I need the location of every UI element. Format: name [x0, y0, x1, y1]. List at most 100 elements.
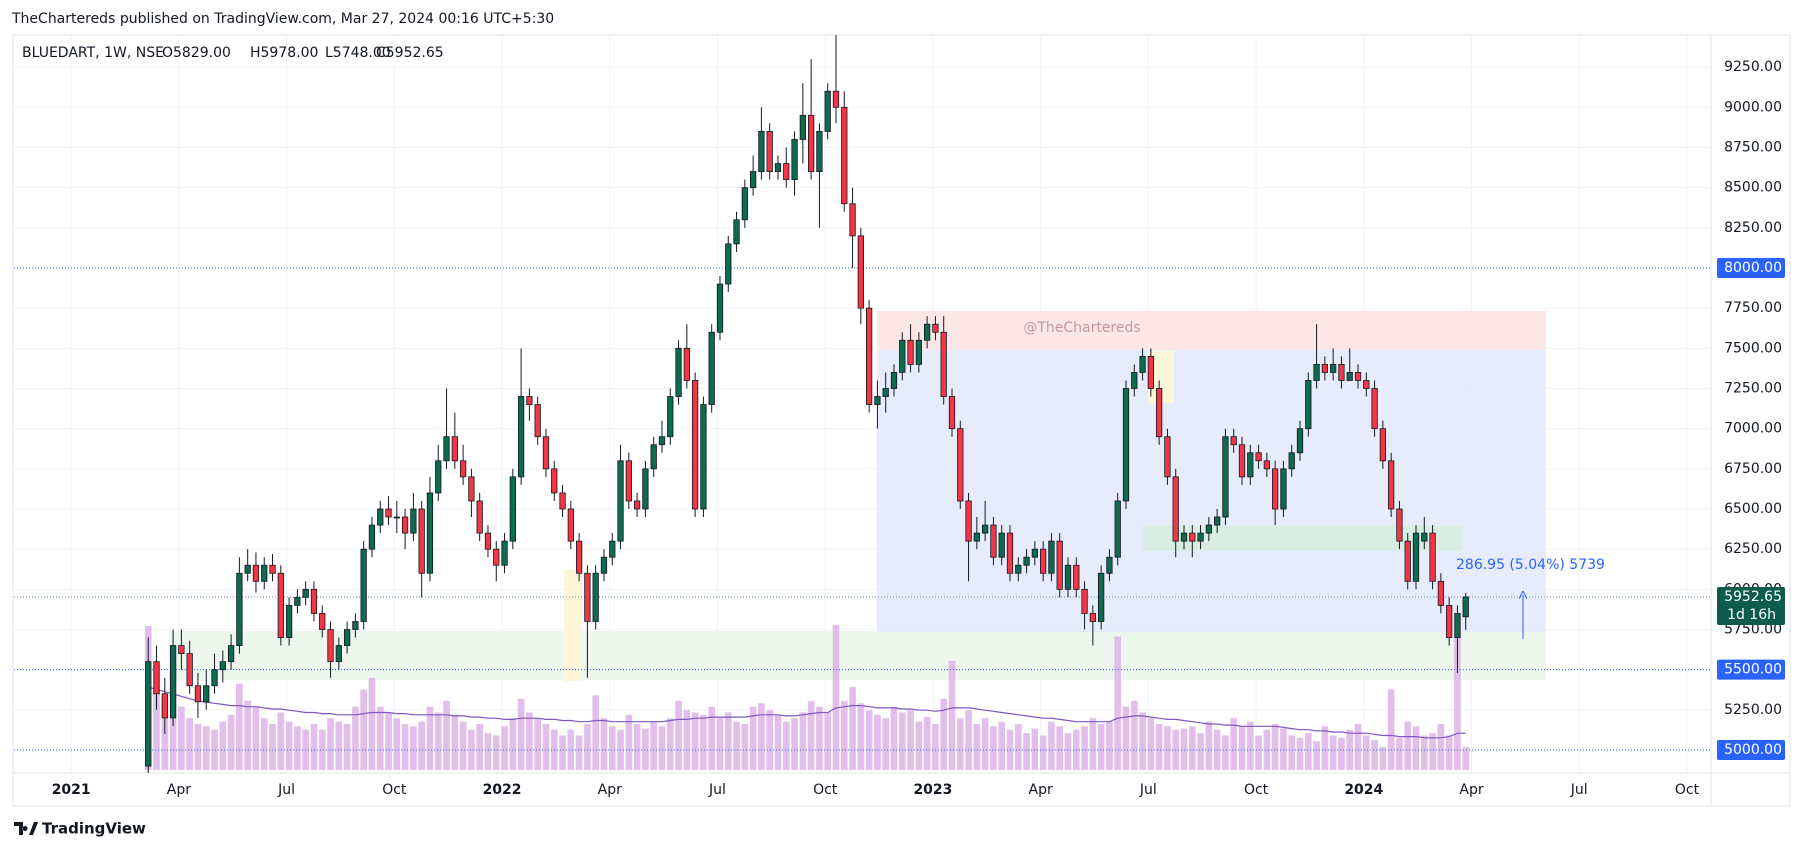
candle-body [368, 524, 376, 550]
candle-body [385, 508, 392, 518]
volume-bar [882, 718, 890, 770]
y-tick-label: 6250.00 [1724, 541, 1782, 557]
volume-bar [948, 660, 956, 770]
support-zone [169, 631, 1546, 680]
volume-bar [857, 703, 865, 770]
volume-bar [1222, 735, 1229, 770]
candle-body [749, 171, 757, 189]
volume-bar [658, 726, 666, 770]
candle-body [824, 90, 831, 132]
candle-body [609, 540, 616, 558]
candle-body [285, 605, 293, 638]
volume-bar [1147, 718, 1155, 770]
volume-bar [368, 677, 376, 770]
candle-body [393, 516, 400, 519]
volume-bar [269, 723, 276, 770]
y-tick-label: 9250.00 [1724, 59, 1782, 75]
volume-bar [691, 712, 699, 770]
volume-bar [1296, 737, 1304, 770]
volume-bar [749, 706, 757, 770]
candle-body [907, 339, 914, 365]
candle-body [145, 661, 152, 767]
volume-bar [832, 625, 840, 770]
candle-body [178, 645, 185, 655]
volume-bar [526, 712, 533, 770]
candle-body [1064, 564, 1072, 590]
candle-body [1164, 436, 1171, 478]
symbol-legend: BLUEDART, 1W, NSE O5829.00 H5978.00 L574… [22, 45, 444, 61]
candle-body [1040, 548, 1047, 574]
candle-body [1462, 596, 1469, 618]
candle-body [277, 572, 284, 638]
volume-bar [1048, 721, 1055, 770]
volume-bar [517, 698, 525, 770]
price-line-box [1717, 740, 1785, 761]
volume-bar [940, 698, 948, 770]
volume-bar [584, 723, 591, 770]
candle-body [319, 613, 326, 630]
volume-bar [849, 687, 856, 770]
logo-mark [14, 822, 38, 835]
volume-bar [1437, 723, 1445, 770]
price-line-label: 8000.00 [1724, 260, 1782, 276]
y-tick-label: 7750.00 [1724, 300, 1782, 316]
x-tick-label: Oct [382, 782, 407, 798]
volume-bar [600, 718, 608, 770]
candle-body [1404, 540, 1411, 582]
candle-body [501, 540, 508, 566]
volume-bar [592, 695, 600, 770]
volume-bar [998, 721, 1006, 770]
volume-bar [956, 718, 964, 770]
volume-bar [1412, 726, 1420, 770]
volume-bar [1362, 735, 1370, 770]
candle-body [567, 508, 574, 542]
y-tick-label: 5250.00 [1724, 702, 1782, 718]
y-tick-label: 5750.00 [1724, 622, 1782, 638]
candle-body [1280, 468, 1287, 510]
volume-bar [211, 729, 218, 770]
volume-bar [1089, 718, 1097, 770]
volume-bar [923, 717, 931, 770]
candle-body [766, 131, 773, 172]
candle-body [799, 114, 806, 140]
volume-bar [1313, 741, 1320, 770]
volume-bar [468, 729, 475, 770]
volume-bar [973, 723, 981, 770]
volume-bar [1064, 733, 1072, 770]
last-price-label: 5952.65 [1724, 589, 1782, 605]
x-tick-label: 2022 [483, 782, 522, 798]
candle-body [857, 235, 864, 309]
candle-body [559, 492, 566, 510]
candle-body [783, 163, 790, 181]
candle-body [932, 323, 939, 333]
volume-bar [981, 718, 989, 770]
candle-body [923, 323, 931, 341]
candle-body [1288, 452, 1295, 470]
x-tick-label: Apr [1029, 782, 1053, 798]
volume-bar [1197, 733, 1204, 770]
candle-body [1131, 372, 1138, 389]
candle-body [377, 508, 384, 526]
candle-body [733, 219, 740, 245]
price-line-box [1717, 659, 1785, 680]
candle-body [410, 508, 417, 534]
candle-body [899, 339, 906, 373]
volume-bar [1321, 726, 1329, 770]
volume-bar [774, 714, 782, 770]
candle-body [575, 540, 583, 574]
volume-bar [426, 706, 434, 770]
candle-body [716, 283, 724, 333]
candle-body [1446, 605, 1453, 638]
volume-bar [1429, 733, 1436, 770]
candle-body [1214, 516, 1221, 526]
candle-body [1230, 436, 1237, 446]
volume-bar [401, 723, 409, 770]
candle-body [426, 492, 434, 574]
candle-body [1454, 613, 1461, 638]
volume-bar [501, 726, 508, 770]
volume-bar [451, 714, 459, 770]
volume-bar [418, 721, 425, 770]
candle-body [435, 460, 442, 494]
candle-body [1147, 355, 1154, 389]
volume-bar [708, 706, 716, 770]
